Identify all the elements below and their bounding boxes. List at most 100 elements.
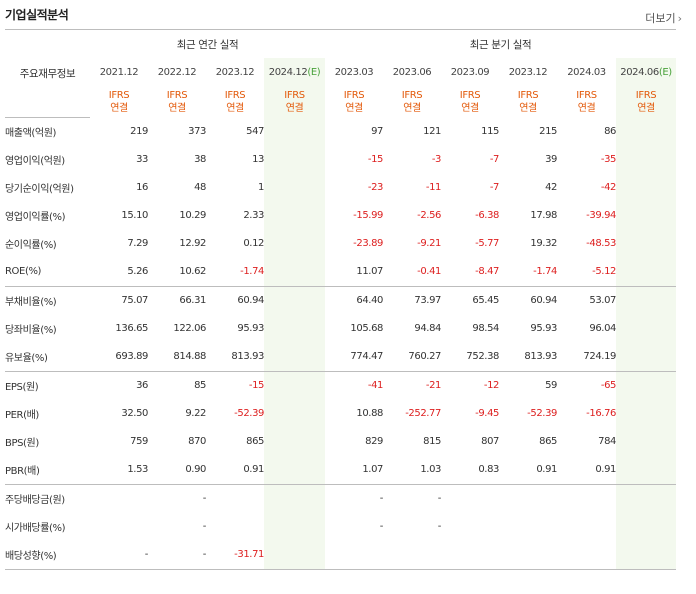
- value-cell: [264, 145, 325, 174]
- accounting-standard: IFRS 연결: [499, 86, 557, 117]
- table-row: 당기순이익(억원) 16 48 1 -23 -11 -7 42 -42: [5, 173, 676, 202]
- value-cell: 95.93: [530, 323, 557, 334]
- value-cell: [616, 342, 676, 372]
- period-header: 2021.12: [90, 58, 148, 86]
- value-cell: -: [437, 521, 442, 532]
- value-cell: -23: [367, 182, 384, 193]
- value-cell: 1.03: [383, 455, 441, 485]
- table-row: 순이익률(%) 7.29 12.92 0.12 -23.89 -9.21 -5.77 19.3…: [5, 229, 676, 258]
- value-cell: -0.41: [383, 257, 441, 287]
- value-cell: 105.68: [350, 323, 383, 334]
- group-header-row: 주요재무정보 최근 연간 실적 최근 분기 실적: [5, 29, 676, 118]
- row-label: BPS(원): [5, 438, 39, 449]
- value-cell: 115: [481, 125, 499, 137]
- value-cell: -5.77: [475, 238, 499, 249]
- value-cell: 13: [252, 154, 264, 165]
- table-row: BPS(원) 759 870 865 829 815 807 865 784: [5, 427, 676, 456]
- value-cell: -11: [425, 182, 442, 193]
- accounting-standard: IFRS 연결: [148, 86, 206, 117]
- value-cell: [264, 399, 325, 428]
- period-header: 2023.09: [441, 58, 499, 86]
- value-cell: [264, 314, 325, 343]
- value-cell: -23.89: [353, 238, 383, 249]
- value-cell: [616, 229, 676, 258]
- value-cell: 814.88: [148, 342, 206, 372]
- period-label: 2024.03: [567, 66, 606, 78]
- value-cell: [383, 540, 441, 570]
- value-cell: 33: [136, 154, 148, 165]
- value-cell: 547: [246, 125, 264, 137]
- value-cell: 0.12: [243, 238, 264, 249]
- value-cell: [325, 540, 383, 570]
- value-cell: 19.32: [530, 238, 557, 249]
- row-label: PER(배): [5, 410, 39, 421]
- value-cell: [616, 173, 676, 202]
- value-cell: 0.91: [499, 455, 557, 485]
- table-row: 매출액(억원) 219 373 547 97 121 115 215 86: [5, 117, 676, 146]
- value-cell: 1: [258, 182, 264, 193]
- value-cell: 0.91: [206, 455, 264, 485]
- value-cell: 865: [246, 436, 264, 447]
- value-cell: [616, 286, 676, 315]
- value-cell: 95.93: [237, 323, 264, 334]
- standard-consolidated-label: 연결: [637, 102, 655, 114]
- value-cell: [616, 484, 676, 513]
- value-cell: -: [379, 521, 384, 532]
- value-cell: 85: [194, 380, 206, 391]
- table-row: PBR(배) 1.53 0.90 0.91 1.07 1.03 0.83 0.91 0.91: [5, 455, 676, 485]
- value-cell: 815: [423, 436, 441, 447]
- financial-table: 주요재무정보 최근 연간 실적 최근 분기 실적 2021.12 2022.12 2023…: [5, 29, 676, 570]
- standard-ifrs-label: IFRS: [166, 89, 188, 101]
- value-cell: -6.38: [475, 210, 499, 221]
- value-cell: 829: [365, 436, 383, 447]
- more-link-label: 더보기: [645, 12, 676, 25]
- value-cell: [616, 117, 676, 146]
- value-cell: 48: [194, 182, 206, 193]
- value-cell: [264, 455, 325, 485]
- value-cell: [441, 540, 499, 570]
- standard-consolidated-label: 연결: [345, 102, 363, 114]
- value-cell: 136.65: [115, 323, 148, 334]
- value-cell: -1.74: [206, 257, 264, 287]
- value-cell: 32.50: [121, 408, 148, 419]
- value-cell: [264, 117, 325, 146]
- value-cell: 215: [539, 125, 557, 137]
- period-label: 2023.12: [215, 66, 255, 78]
- value-cell: [264, 173, 325, 202]
- value-cell: -252.77: [405, 408, 441, 419]
- value-cell: -15: [248, 380, 265, 391]
- value-cell: [264, 229, 325, 258]
- estimate-mark: (E): [307, 66, 321, 78]
- value-cell: [616, 314, 676, 343]
- value-cell: [264, 286, 325, 315]
- value-cell: 15.10: [121, 210, 148, 221]
- more-link[interactable]: 더보기 ›: [645, 10, 682, 26]
- value-cell: 16: [136, 182, 148, 193]
- value-cell: [616, 427, 676, 456]
- value-cell: [264, 484, 325, 513]
- table-row: 유보율(%) 693.89 814.88 813.93 774.47 760.27 752.…: [5, 342, 676, 372]
- accounting-standard: IFRS 연결: [441, 86, 499, 117]
- row-label: 영업이익률(%): [5, 212, 66, 223]
- value-cell: [264, 371, 325, 400]
- value-cell: 10.88: [356, 408, 383, 419]
- accounting-standard: IFRS 연결: [90, 86, 148, 117]
- chevron-right-icon: ›: [677, 12, 682, 25]
- period-label: 2024.12: [268, 66, 308, 78]
- value-cell: 121: [423, 125, 441, 137]
- value-cell: -5.12: [557, 257, 616, 287]
- period-header: 2022.12: [148, 58, 206, 86]
- value-cell: 724.19: [557, 342, 616, 372]
- value-cell: 36: [136, 380, 148, 391]
- accounting-standard: IFRS 연결: [206, 86, 264, 117]
- value-cell: 97: [371, 125, 383, 137]
- value-cell: 865: [539, 436, 557, 447]
- standard-consolidated-label: 연결: [226, 102, 244, 114]
- annual-group-header: 최근 연간 실적: [90, 29, 325, 58]
- standard-ifrs-label: IFRS: [576, 89, 597, 101]
- table-row: 당좌비율(%) 136.65 122.06 95.93 105.68 94.84 98.54…: [5, 314, 676, 343]
- value-cell: 122.06: [173, 323, 206, 334]
- value-cell: 0.83: [441, 455, 499, 485]
- standard-ifrs-label: IFRS: [108, 89, 130, 101]
- value-cell: -12: [483, 380, 500, 391]
